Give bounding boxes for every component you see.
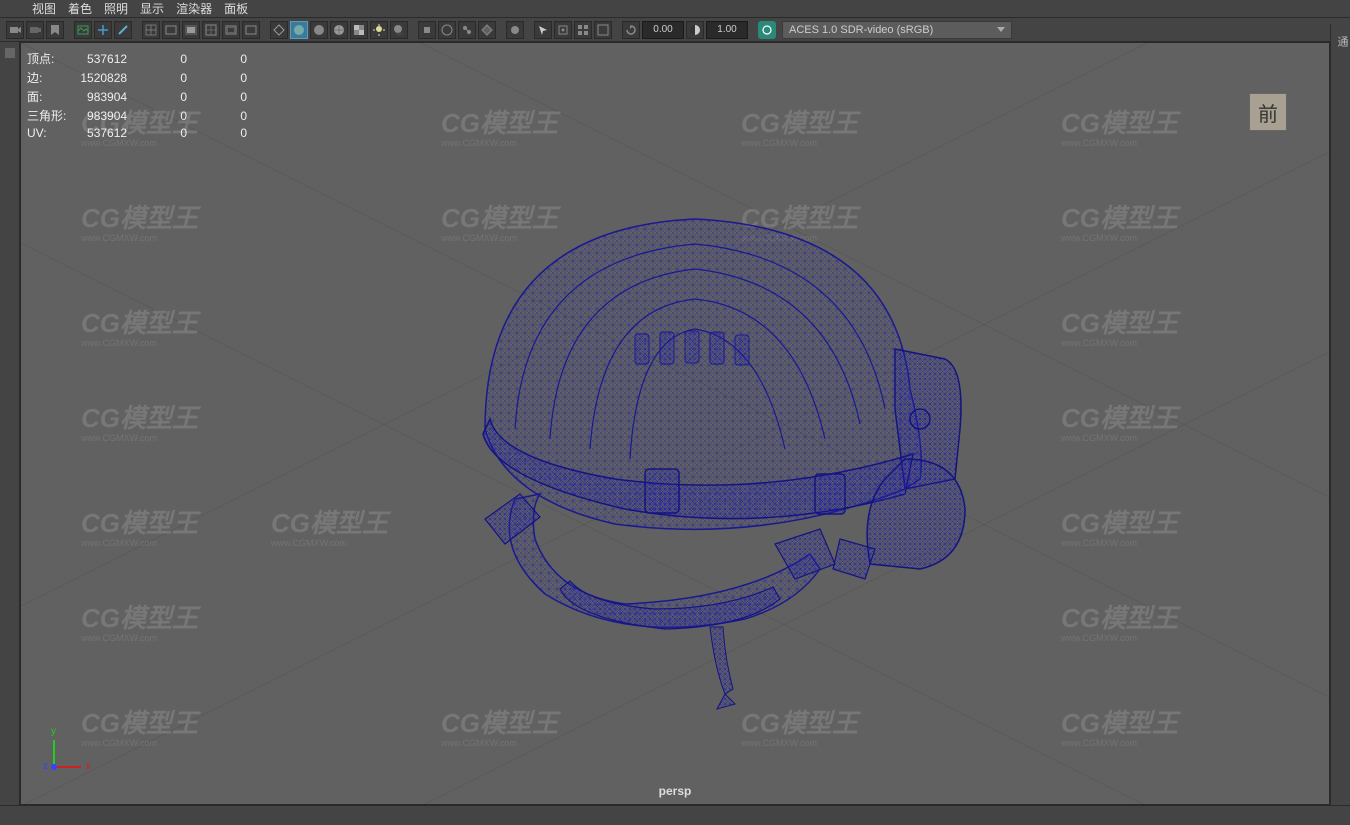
poly-count-hud: 顶点:53761200边:152082800面:98390400三角形:9839… [27, 49, 261, 141]
safe-action-icon[interactable] [222, 21, 240, 39]
menu-view[interactable]: 视图 [32, 0, 56, 17]
film-gate-icon[interactable] [162, 21, 180, 39]
view-cube[interactable]: 前 [1249, 93, 1287, 131]
use-default-mat-icon[interactable] [310, 21, 328, 39]
shadows-icon[interactable] [390, 21, 408, 39]
viewport-menubar: 视图 着色 照明 显示 渲染器 面板 [0, 0, 1350, 18]
snap-to-projected-center-icon[interactable] [554, 21, 572, 39]
lock-camera-icon[interactable] [26, 21, 44, 39]
field-chart-icon[interactable] [202, 21, 220, 39]
wire-on-shaded-icon[interactable] [330, 21, 348, 39]
gamma-value[interactable]: 1.00 [706, 21, 748, 39]
stats-row: 顶点:53761200 [27, 49, 261, 68]
menu-show[interactable]: 显示 [140, 0, 164, 17]
2d-pan-icon[interactable] [94, 21, 112, 39]
axis-gizmo [31, 728, 81, 778]
menu-panels[interactable]: 面板 [224, 0, 248, 17]
select-camera-icon[interactable] [6, 21, 24, 39]
image-plane-icon[interactable] [74, 21, 92, 39]
gamma-half-icon[interactable] [686, 21, 704, 39]
safe-title-icon[interactable] [242, 21, 260, 39]
menu-shading[interactable]: 着色 [68, 0, 92, 17]
reset-exposure-icon[interactable] [622, 21, 640, 39]
xray-icon[interactable] [438, 21, 456, 39]
use-lights-icon[interactable] [370, 21, 388, 39]
isolate-select-icon[interactable] [418, 21, 436, 39]
smooth-shade-icon[interactable] [290, 21, 308, 39]
left-gutter [0, 42, 20, 805]
right-tab-label[interactable]: 通 [1334, 36, 1350, 47]
textured-icon[interactable] [350, 21, 368, 39]
grease-pencil-icon[interactable] [114, 21, 132, 39]
stats-row: 面:98390400 [27, 87, 261, 106]
stats-row: 三角形:98390400 [27, 106, 261, 125]
helmet-model-wireframe [365, 149, 985, 729]
gate-mask-icon[interactable] [182, 21, 200, 39]
color-management-toggle[interactable] [758, 21, 776, 39]
toggle-renderer-icon[interactable] [594, 21, 612, 39]
bookmark-icon[interactable] [46, 21, 64, 39]
camera-name-label: persp [659, 784, 692, 798]
cursor-icon[interactable] [534, 21, 552, 39]
axis-z-icon [51, 764, 57, 770]
exposure-value[interactable]: 0.00 [642, 21, 684, 39]
3d-viewport[interactable]: CG模型王www.CGMXW.comCG模型王www.CGMXW.comCG模型… [20, 42, 1330, 805]
xray-components-icon[interactable] [478, 21, 496, 39]
exposure-icon[interactable] [506, 21, 524, 39]
stats-row: UV:53761200 [27, 125, 261, 141]
bottom-bar [0, 805, 1350, 825]
menu-renderer[interactable]: 渲染器 [176, 0, 212, 17]
color-space-label: ACES 1.0 SDR-video (sRGB) [789, 24, 933, 36]
wireframe-icon[interactable] [270, 21, 288, 39]
grid-icon[interactable] [142, 21, 160, 39]
chevron-down-icon [997, 27, 1005, 32]
right-panel: 通 [1330, 24, 1350, 825]
menu-lighting[interactable]: 照明 [104, 0, 128, 17]
color-space-dropdown[interactable]: ACES 1.0 SDR-video (sRGB) [782, 21, 1012, 39]
xray-joints-icon[interactable] [458, 21, 476, 39]
multi-component-icon[interactable] [574, 21, 592, 39]
stats-row: 边:152082800 [27, 68, 261, 87]
gutter-grip[interactable] [5, 48, 15, 58]
axis-x-icon [53, 766, 81, 768]
viewport-toolbar: 0.00 1.00 ACES 1.0 SDR-video (sRGB) [0, 18, 1350, 42]
